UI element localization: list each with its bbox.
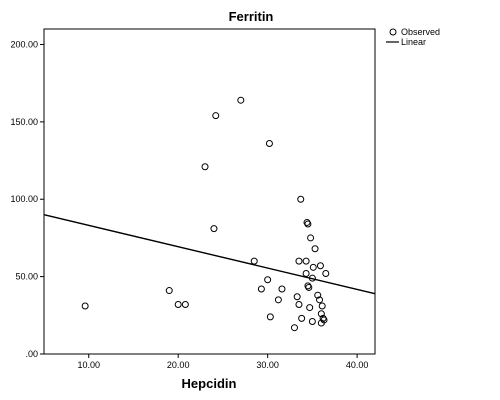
legend-observed-marker bbox=[389, 28, 397, 36]
data-point bbox=[309, 263, 317, 271]
data-point bbox=[316, 296, 324, 304]
data-point bbox=[290, 324, 298, 332]
data-point bbox=[305, 283, 313, 291]
data-point bbox=[302, 270, 310, 278]
data-point bbox=[174, 300, 182, 308]
x-tick-label: 20.00 bbox=[167, 360, 190, 370]
y-tick-label: 50.00 bbox=[15, 272, 38, 282]
data-point bbox=[250, 257, 258, 265]
data-point bbox=[81, 302, 89, 310]
data-point bbox=[266, 313, 274, 321]
data-point bbox=[311, 245, 319, 253]
data-point bbox=[314, 291, 322, 299]
data-point bbox=[293, 293, 301, 301]
x-axis: 10.00 20.00 30.00 40.00 bbox=[77, 354, 368, 370]
data-point bbox=[302, 257, 310, 265]
data-point bbox=[320, 316, 328, 324]
data-point bbox=[257, 285, 265, 293]
data-point bbox=[306, 304, 314, 312]
data-point bbox=[212, 112, 220, 120]
data-point bbox=[274, 296, 282, 304]
legend-linear-label: Linear bbox=[401, 37, 426, 47]
x-tick-label: 40.00 bbox=[346, 360, 369, 370]
data-point bbox=[317, 310, 325, 318]
data-point bbox=[295, 257, 303, 265]
data-point bbox=[308, 318, 316, 325]
data-point bbox=[210, 225, 218, 233]
data-point bbox=[298, 314, 306, 322]
data-point bbox=[322, 270, 330, 278]
y-tick-label: 200.00 bbox=[10, 39, 38, 49]
data-point bbox=[295, 300, 303, 308]
data-point bbox=[303, 218, 311, 226]
data-point bbox=[264, 276, 272, 284]
data-point bbox=[319, 314, 327, 322]
data-point bbox=[307, 234, 315, 242]
legend-observed-label: Observed bbox=[401, 27, 440, 37]
legend: Observed Linear bbox=[386, 27, 440, 47]
x-axis-title: Hepcidin bbox=[182, 376, 237, 391]
plot-frame bbox=[43, 28, 376, 355]
data-point bbox=[304, 220, 312, 228]
x-tick-label: 10.00 bbox=[77, 360, 100, 370]
data-point bbox=[316, 262, 324, 270]
y-axis: .00 50.00 100.00 150.00 200.00 bbox=[10, 39, 44, 359]
series-observed bbox=[81, 96, 330, 332]
x-tick-label: 30.00 bbox=[256, 360, 279, 370]
data-point bbox=[181, 300, 189, 308]
y-tick-label: .00 bbox=[25, 349, 38, 359]
data-point bbox=[165, 287, 173, 295]
data-point bbox=[201, 163, 209, 171]
chart-title: Ferritin bbox=[229, 9, 274, 24]
data-point bbox=[297, 195, 305, 203]
data-point bbox=[265, 140, 273, 148]
data-point bbox=[304, 282, 312, 290]
data-point bbox=[278, 285, 286, 293]
data-point bbox=[318, 302, 326, 310]
series-linear-line bbox=[43, 214, 376, 295]
y-tick-label: 150.00 bbox=[10, 117, 38, 127]
y-tick-label: 100.00 bbox=[10, 194, 38, 204]
data-point bbox=[237, 96, 245, 104]
data-point bbox=[308, 274, 316, 282]
